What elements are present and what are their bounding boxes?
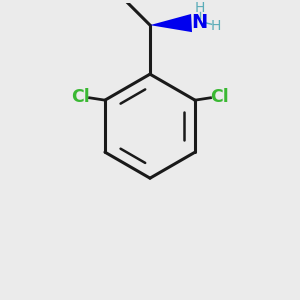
Text: Cl: Cl (210, 88, 229, 106)
Text: H: H (195, 1, 205, 15)
Text: H: H (210, 19, 220, 33)
Polygon shape (150, 14, 192, 32)
Text: Cl: Cl (71, 88, 90, 106)
Text: N: N (192, 13, 208, 32)
